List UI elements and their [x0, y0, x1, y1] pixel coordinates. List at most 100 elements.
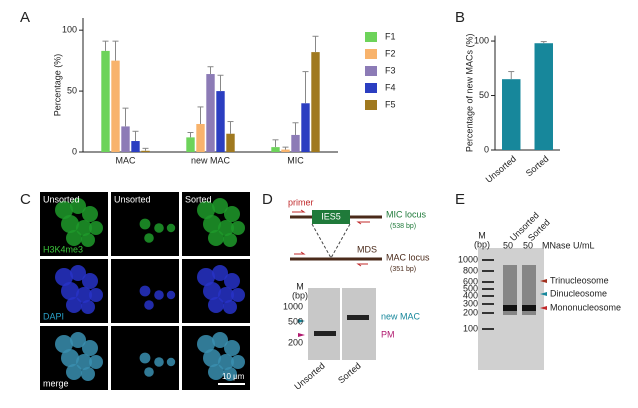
band-label: Trinucleosome	[550, 275, 609, 285]
nucleus	[223, 300, 237, 314]
lane-label: Sorted	[336, 361, 363, 386]
error-bar	[272, 139, 279, 148]
nucleus	[203, 282, 221, 300]
y-tick-label: 50	[479, 90, 489, 100]
legend-label: F4	[385, 82, 396, 92]
nucleus	[81, 367, 95, 381]
y-axis-title: Percentage (%)	[52, 54, 62, 117]
nucleus	[89, 221, 103, 235]
column-header: Unsorted	[43, 194, 80, 204]
nucleus	[81, 300, 95, 314]
error-bar	[227, 121, 234, 134]
nucleus	[208, 364, 224, 380]
ladder-band	[482, 288, 494, 290]
y-axis-title: Percentage of new MACs (%)	[464, 34, 474, 153]
bar	[141, 150, 150, 152]
locus-size: (538 bp)	[390, 223, 416, 230]
bar	[121, 126, 130, 152]
legend-label: F3	[385, 65, 396, 75]
bar	[281, 149, 290, 152]
band-label: PM	[381, 329, 395, 339]
error-bar	[142, 147, 149, 151]
gel-band	[314, 331, 336, 336]
marker-label: M	[478, 230, 486, 240]
nucleus	[139, 352, 151, 364]
nucleus	[144, 233, 154, 243]
legend-swatch	[365, 100, 377, 110]
error-bar	[132, 130, 139, 142]
mnase-gel	[478, 248, 547, 370]
size-label: 200	[463, 307, 478, 317]
bar	[226, 133, 235, 152]
primer-label: primer	[288, 197, 314, 207]
nucleus	[66, 297, 82, 313]
nucleus	[82, 206, 98, 222]
band-label: Mononucleosome	[550, 302, 621, 312]
column-header: Sorted	[185, 194, 212, 204]
nucleus	[203, 349, 221, 367]
gel-smear	[522, 265, 536, 315]
size-label: 1000	[458, 254, 478, 264]
band-label: new MAC	[381, 311, 421, 321]
bar	[291, 134, 300, 152]
error-bar	[302, 71, 309, 104]
legend-swatch	[365, 83, 377, 93]
x-tick-label: MIC	[287, 155, 304, 165]
nucleus	[89, 355, 103, 369]
error-bar	[102, 40, 109, 51]
nucleus	[197, 201, 215, 219]
legend-swatch	[365, 32, 377, 42]
bar	[216, 91, 225, 152]
arrowhead	[540, 279, 547, 283]
nucleus	[224, 340, 240, 356]
nucleus	[231, 221, 245, 235]
panel-label: B	[455, 9, 465, 26]
locus-diagram	[290, 209, 382, 360]
gel-smear	[503, 265, 517, 315]
bar	[502, 79, 521, 150]
nucleus	[66, 364, 82, 380]
locus-label: MIC locus	[386, 209, 427, 219]
bar	[534, 43, 553, 150]
dose-unit: MNase U/mL	[542, 240, 595, 250]
error-bar	[217, 74, 224, 92]
nucleus	[231, 355, 245, 369]
unit-label: (bp)	[474, 239, 490, 249]
nucleus	[154, 223, 164, 233]
nucleus	[61, 282, 79, 300]
legend-swatch	[365, 66, 377, 76]
ies-box	[312, 210, 350, 224]
nucleus	[144, 367, 154, 377]
nucleus	[218, 287, 234, 303]
gel-band	[522, 305, 536, 311]
legend-label: F5	[385, 99, 396, 109]
nucleus	[55, 201, 73, 219]
nucleus	[208, 297, 224, 313]
size-label: 500	[463, 283, 478, 293]
error-bar	[207, 66, 214, 75]
dose-label: 50	[503, 240, 513, 250]
size-label: 600	[463, 276, 478, 286]
error-bar	[540, 41, 547, 44]
nucleus	[76, 220, 92, 236]
nucleus	[166, 290, 176, 300]
ladder-band	[482, 295, 494, 297]
excision-line	[330, 223, 351, 259]
nucleus	[223, 233, 237, 247]
error-bar	[187, 132, 194, 138]
column-header: Unsorted	[114, 194, 151, 204]
y-tick-label: 0	[484, 144, 489, 154]
ladder-band	[482, 281, 494, 283]
legend-label: F1	[385, 31, 396, 41]
error-bar	[508, 71, 515, 80]
ies-label: IES5	[321, 211, 341, 221]
bar	[186, 137, 195, 152]
primer-arrow	[356, 263, 368, 267]
panel-label: C	[20, 191, 31, 208]
nucleus	[154, 290, 164, 300]
error-bar	[292, 122, 299, 135]
primer-arrow	[294, 251, 306, 255]
gel-band	[347, 315, 369, 320]
marker-label: M	[296, 281, 304, 291]
